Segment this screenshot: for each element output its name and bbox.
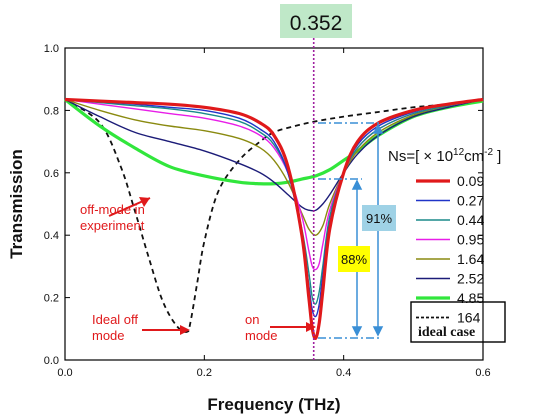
pct-91-box	[362, 205, 396, 231]
legend-title-text: Ns=[ × 10	[388, 148, 453, 165]
legend-label-164: 164	[457, 310, 481, 326]
pct-88-label: 88%	[341, 252, 367, 267]
legend-label-4.85: 4.85	[457, 290, 484, 306]
legend-title-unit-sup: -2	[484, 147, 493, 158]
on-mode-label: on mode	[245, 312, 278, 343]
off-mode-label: off-mode in experiment	[80, 202, 148, 233]
legend-ideal-case-label: ideal case	[418, 325, 475, 340]
x-tick-label: 0.6	[475, 367, 490, 379]
legend-title-sup: 12	[453, 147, 465, 158]
red-annotations	[108, 197, 316, 335]
legend-ideal-box	[410, 301, 506, 343]
axis-ticks: 0.0 0.2 0.4 0.6 0.0 0.2 0.4 0.6 0.8 1.0	[44, 43, 491, 379]
legend-title: Ns=[ × 1012cm-2]	[388, 147, 501, 165]
off-mode-arrowhead	[139, 197, 150, 207]
y-axis-label: Transmission	[7, 149, 26, 259]
series-line-0.44	[64, 98, 484, 305]
x-tick-label: 0.4	[336, 367, 351, 379]
legend-label-2.52: 2.52	[457, 271, 484, 287]
legend-label-0.27: 0.27	[457, 193, 484, 209]
x-tick-label: 0.2	[197, 367, 212, 379]
series-line-164	[64, 98, 484, 333]
legend-title-end: ]	[497, 148, 501, 165]
dim-91-arrowhead-bottom	[372, 326, 384, 337]
legend-label-0.09: 0.09	[457, 173, 484, 189]
marker-value-box	[280, 4, 352, 38]
series-line-0.27	[64, 98, 484, 318]
y-tick-label: 0.2	[44, 293, 59, 305]
dim-91-arrowhead-top	[372, 123, 384, 134]
pct-91-label: 91%	[366, 211, 392, 226]
legend-label-0.44: 0.44	[457, 212, 484, 228]
ideal-off-label: Ideal off mode	[92, 312, 142, 343]
marker-value-label: 0.352	[290, 12, 343, 35]
y-tick-label: 0.4	[44, 230, 59, 242]
series-line-2.52	[64, 98, 484, 212]
ideal-off-arrowhead	[180, 325, 190, 335]
x-tick-label: 0.0	[57, 367, 72, 379]
y-tick-label: 0.8	[44, 105, 59, 117]
y-tick-label: 0.0	[44, 355, 59, 367]
legend-label-0.95: 0.95	[457, 232, 484, 248]
series-curves	[64, 97, 484, 340]
legend-title-unit: cm	[464, 148, 484, 165]
y-tick-label: 1.0	[44, 43, 59, 55]
x-axis-label: Frequency (THz)	[207, 395, 340, 414]
pct-88-box	[338, 246, 370, 272]
dim-88-arrowhead-bottom	[351, 326, 363, 337]
series-line-0.09	[64, 97, 484, 340]
on-mode-arrowhead	[306, 322, 316, 332]
plot-frame	[64, 47, 484, 361]
legend-label-1.64: 1.64	[457, 251, 484, 267]
y-tick-label: 0.6	[44, 168, 59, 180]
dim-88-arrowhead-top	[351, 179, 363, 190]
